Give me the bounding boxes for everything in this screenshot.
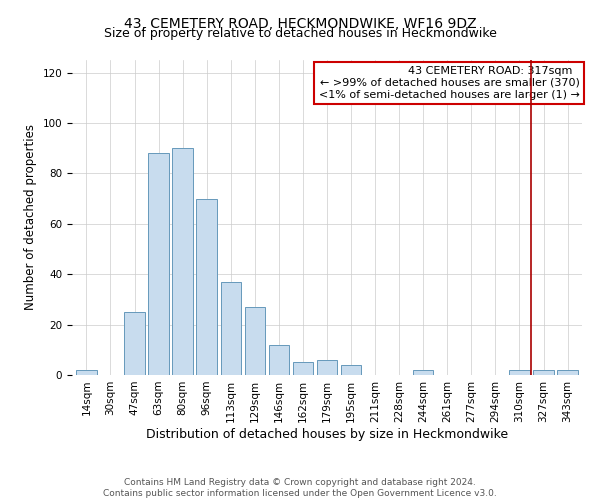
Bar xyxy=(221,282,241,375)
Text: Size of property relative to detached houses in Heckmondwike: Size of property relative to detached ho… xyxy=(104,28,496,40)
Text: 43 CEMETERY ROAD: 317sqm  
← >99% of detached houses are smaller (370)
<1% of se: 43 CEMETERY ROAD: 317sqm ← >99% of detac… xyxy=(319,66,580,100)
Bar xyxy=(245,307,265,375)
Bar xyxy=(341,365,361,375)
Bar xyxy=(196,198,217,375)
X-axis label: Distribution of detached houses by size in Heckmondwike: Distribution of detached houses by size … xyxy=(146,428,508,440)
Bar xyxy=(317,360,337,375)
Bar xyxy=(293,362,313,375)
Bar xyxy=(148,153,169,375)
Bar xyxy=(533,370,554,375)
Bar xyxy=(269,345,289,375)
Bar xyxy=(124,312,145,375)
Bar xyxy=(509,370,530,375)
Bar xyxy=(413,370,433,375)
Bar xyxy=(557,370,578,375)
Bar xyxy=(172,148,193,375)
Text: Contains HM Land Registry data © Crown copyright and database right 2024.
Contai: Contains HM Land Registry data © Crown c… xyxy=(103,478,497,498)
Y-axis label: Number of detached properties: Number of detached properties xyxy=(24,124,37,310)
Text: 43, CEMETERY ROAD, HECKMONDWIKE, WF16 9DZ: 43, CEMETERY ROAD, HECKMONDWIKE, WF16 9D… xyxy=(124,18,476,32)
Bar xyxy=(76,370,97,375)
